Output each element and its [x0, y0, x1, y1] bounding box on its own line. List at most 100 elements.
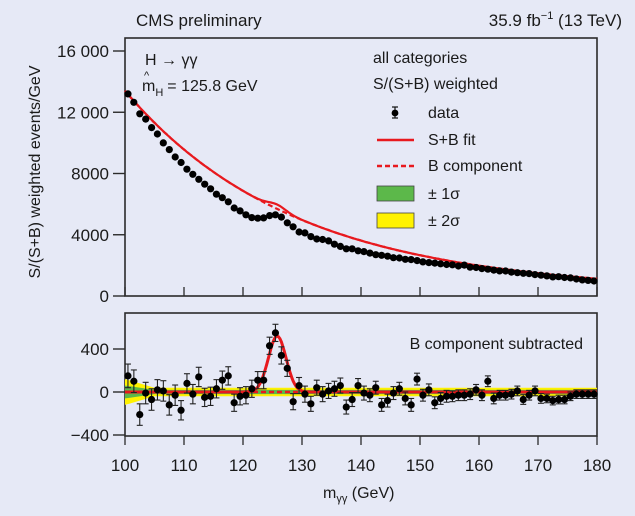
data-marker: [277, 351, 285, 360]
lower-data-point: [354, 378, 362, 394]
data-marker: [177, 406, 185, 414]
lower-data-point: [130, 369, 138, 394]
legend-entry-1sigma: ± 1σ: [376, 185, 460, 203]
upper-data-point: [560, 273, 569, 282]
upper-data-point: [507, 268, 515, 276]
lower-data-point: [555, 394, 563, 405]
data-marker: [342, 403, 350, 411]
lower-data-point: [230, 393, 238, 412]
data-marker: [448, 392, 457, 400]
lower-data-point: [484, 375, 492, 388]
lower-data-point: [519, 394, 527, 405]
lower-data-point: [442, 389, 451, 403]
lower-data-point: [383, 393, 392, 408]
upper-y-tick-label: 4000: [71, 226, 109, 245]
lower-data-point: [437, 391, 445, 405]
lower-data-point: [342, 399, 350, 415]
data-marker: [549, 397, 557, 405]
upper-data-point: [307, 233, 315, 241]
upper-data-point: [207, 185, 215, 193]
lower-data-point: [142, 381, 150, 405]
upper-data-point: [201, 180, 209, 188]
lower-data-point: [372, 380, 380, 395]
data-marker: [584, 390, 592, 398]
lower-data-point: [307, 395, 315, 412]
lower-data-point: [501, 389, 510, 401]
data-marker: [230, 399, 238, 407]
lower-data-point: [224, 366, 232, 386]
lower-data-point: [189, 383, 197, 405]
lower-data-point: [496, 389, 504, 401]
upper-data-point: [519, 269, 527, 277]
data-marker: [478, 391, 486, 399]
lower-data-point: [260, 371, 268, 390]
data-marker: [407, 401, 415, 409]
data-marker: [319, 390, 327, 398]
upper-data-point: [566, 274, 575, 282]
lower-y-tick-label: 0: [100, 383, 109, 402]
upper-data-point: [366, 249, 374, 257]
upper-data-point: [496, 267, 504, 275]
data-marker: [260, 376, 268, 384]
categories-label: all categories: [373, 50, 467, 67]
chart-title-right: 35.9 fb−1 (13 TeV): [489, 10, 622, 30]
data-marker: [513, 387, 521, 395]
lower-data-point: [401, 391, 409, 406]
upper-data-point: [142, 115, 150, 123]
lower-data-point: [212, 379, 221, 399]
mass-label: mH = 125.8 GeV: [142, 78, 258, 99]
upper-data-point: [230, 204, 238, 212]
upper-data-point: [531, 271, 539, 279]
energy-label: (13 TeV): [553, 11, 622, 30]
lower-y-tick-label: 400: [81, 340, 109, 359]
upper-data-point: [148, 124, 156, 132]
lower-data-point: [183, 373, 191, 394]
lower-data-point: [171, 384, 179, 406]
lower-data-point: [507, 388, 516, 400]
lower-data-point: [513, 385, 521, 397]
upper-data-point: [236, 207, 244, 215]
data-marker: [201, 393, 209, 401]
yellow-box-icon: [376, 212, 415, 229]
svg-text:data: data: [428, 105, 459, 122]
data-marker: [419, 391, 427, 399]
data-marker: [183, 379, 191, 387]
upper-data-point: [212, 190, 220, 198]
data-marker: [543, 394, 551, 403]
upper-data-point: [572, 275, 581, 283]
data-marker: [413, 375, 421, 383]
lower-data-point: [277, 346, 285, 365]
upper-data-point: [454, 262, 462, 270]
lower-x-tick-label: 100: [111, 456, 139, 475]
data-marker: [348, 395, 356, 404]
upper-data-point: [448, 261, 456, 269]
lower-data-point: [236, 387, 244, 406]
lower-data-point: [242, 386, 250, 405]
data-marker: [324, 387, 333, 395]
lower-data-point: [549, 395, 557, 406]
data-marker: [271, 329, 280, 337]
data-marker: [366, 391, 374, 399]
lower-data-point: [319, 386, 327, 403]
upper-data-point: [224, 198, 232, 206]
lower-x-tick-label: 180: [583, 456, 611, 475]
data-marker: [454, 391, 462, 399]
lower-data-point: [454, 389, 462, 402]
upper-data-point: [342, 245, 350, 253]
svg-text:± 1σ: ± 1σ: [428, 186, 460, 203]
lower-data-point: [201, 387, 209, 408]
upper-panel-frame: [124, 37, 598, 297]
lower-data-point: [389, 386, 398, 401]
upper-data-point: [395, 254, 403, 262]
data-marker: [490, 394, 498, 403]
data-marker: [301, 390, 309, 398]
mass-symbol: m: [142, 78, 155, 95]
data-marker: [136, 410, 144, 419]
upper-data-point: [590, 277, 598, 285]
upper-data-point: [472, 263, 480, 272]
data-marker: [560, 395, 569, 404]
lower-data-point: [254, 371, 262, 390]
data-marker: [224, 372, 232, 380]
lower-data-point: [348, 391, 356, 408]
x-label-symbol: m: [323, 485, 336, 502]
